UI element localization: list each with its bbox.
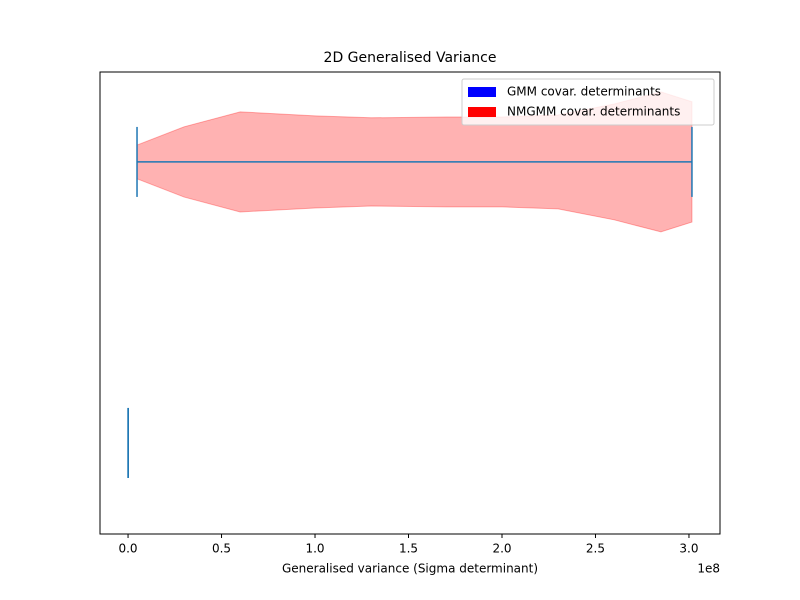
- legend-box: [461, 78, 715, 126]
- x-offset-label: 1e8: [697, 562, 720, 576]
- x-tick-label: 1.5: [399, 542, 418, 556]
- legend-swatch: [468, 107, 496, 117]
- x-tick-label: 0.5: [212, 542, 231, 556]
- x-tick-label: 1.0: [305, 542, 324, 556]
- legend-swatch: [468, 87, 496, 97]
- legend-label: NMGMM covar. determinants: [507, 105, 680, 119]
- x-axis-label: Generalised variance (Sigma determinant): [282, 562, 538, 576]
- x-tick-label: 0.0: [118, 542, 137, 556]
- x-tick-label: 2.0: [492, 542, 511, 556]
- legend-label: GMM covar. determinants: [507, 85, 661, 99]
- x-tick-label: 3.0: [679, 542, 698, 556]
- x-tick-label: 2.5: [586, 542, 605, 556]
- plot-frame: [99, 71, 721, 535]
- chart-title: 2D Generalised Variance: [324, 50, 497, 66]
